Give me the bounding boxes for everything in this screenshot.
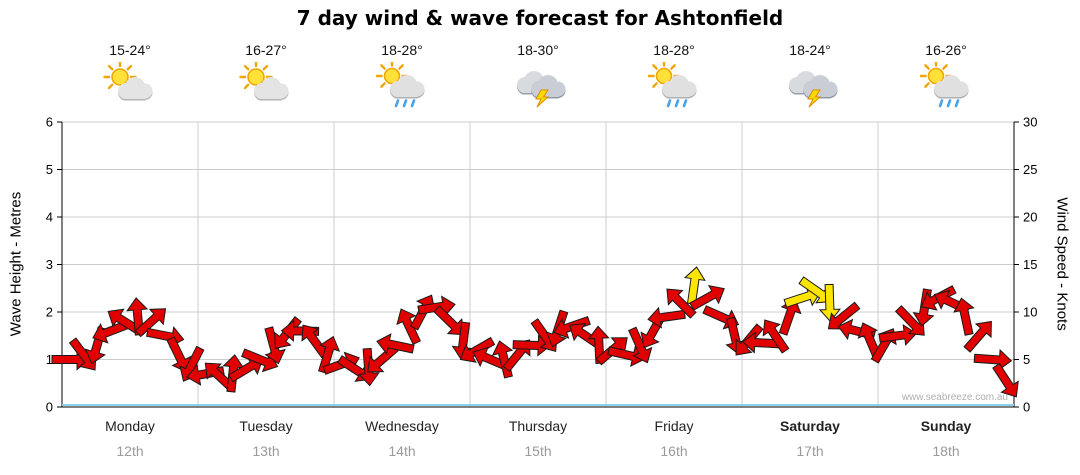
wind-tick-label: 15 [1023,257,1037,272]
wind-tick-label: 20 [1023,210,1037,225]
weather-icon-wrap [198,60,334,113]
wind-tick-label: 25 [1023,162,1037,177]
wind-arrow [134,308,167,338]
wave-tick-label: 1 [46,352,53,367]
wind-arrow [417,295,456,318]
day-label: Monday [105,418,155,434]
wind-arrow [607,345,646,368]
date-label: 18th [932,443,960,459]
wave-tick-label: 6 [46,115,53,130]
wind-arrow [818,283,841,323]
date-label: 14th [388,443,416,459]
temperature-range: 18-28° [653,42,695,58]
wind-arrow [647,306,686,329]
wave-tick-label: 0 [46,400,53,415]
wind-arrow [228,356,264,383]
storm-icon [517,71,566,108]
wind-axis-label: Wind Speed - Knots [1053,197,1071,331]
wave-tick-label: 2 [46,305,53,320]
wind-tick-label: 5 [1023,352,1030,367]
wind-arrow [992,362,1019,398]
page-title: 7 day wind & wave forecast for Ashtonfie… [296,6,784,30]
temperature-range: 15-24° [109,42,151,58]
storm-icon [789,71,838,108]
wind-arrow [241,348,279,373]
wind-arrow [512,334,551,357]
weather-icon-wrap [62,60,198,113]
sun-cloud-icon [103,60,153,101]
wind-arrow [628,326,653,364]
day-label: Sunday [920,418,972,434]
date-label: 17th [796,443,824,459]
temperature-range: 16-26° [925,42,967,58]
weather-icon-wrap [878,59,1014,113]
wave-tick-label: 5 [46,162,53,177]
temperature-range: 16-27° [245,42,287,58]
weather-icon-wrap [742,62,878,113]
date-label: 12th [116,443,144,459]
date-label: 13th [252,443,280,459]
wind-arrow [459,336,496,363]
wind-arrow [689,284,725,311]
temperature-range: 18-24° [789,42,831,58]
day-label: Wednesday [365,418,439,434]
wave-tick-label: 4 [46,210,53,225]
wind-arrow [433,305,465,336]
wave-tick-label: 3 [46,257,53,272]
day-label: Tuesday [239,418,293,434]
wind-arrow [973,348,1013,371]
date-label: 15th [524,443,552,459]
date-label: 16th [660,443,688,459]
wind-arrow [878,324,918,346]
wind-arrow [396,308,421,345]
wave-axis-label: Wave Height - Metres [7,191,25,337]
wind-arrow [280,319,320,342]
wind-tick-label: 0 [1023,400,1030,415]
wind-arrow [963,320,992,353]
weather-icon-wrap [334,59,470,113]
weather-icon-wrap [606,59,742,113]
wind-tick-label: 10 [1023,305,1037,320]
day-label: Thursday [508,418,568,434]
wind-arrow [798,276,833,304]
watermark: www.seabreeze.com.au [901,392,1008,403]
wind-arrow [953,297,975,336]
wind-tick-label: 30 [1023,115,1037,130]
sun-cloud-rain-icon [919,59,969,108]
wind-arrow [376,333,415,355]
sun-cloud-rain-icon [375,59,425,108]
day-label: Saturday [780,418,840,434]
temperature-range: 18-28° [381,42,423,58]
wind-arrow [166,336,192,373]
wind-arrow [778,298,802,336]
wind-arrow [762,319,790,354]
day-label: Friday [654,418,694,434]
weather-icon-wrap [470,62,606,113]
sun-cloud-rain-icon [647,59,697,108]
temperature-range: 18-30° [517,42,559,58]
sun-cloud-icon [239,60,289,101]
